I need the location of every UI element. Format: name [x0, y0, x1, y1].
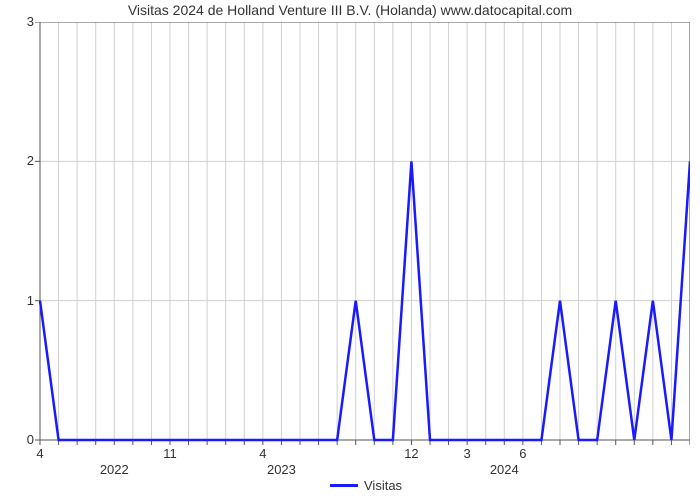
- plot-area: [40, 22, 690, 440]
- x-tick-label: 6: [519, 446, 526, 461]
- y-tick-label: 3: [14, 14, 34, 29]
- x-tick-label: 4: [36, 446, 43, 461]
- chart-title: Visitas 2024 de Holland Venture III B.V.…: [0, 2, 700, 18]
- plot-svg: [34, 22, 690, 446]
- y-tick-label: 0: [14, 432, 34, 447]
- x-tick-label: 4: [259, 446, 266, 461]
- y-tick-label: 2: [14, 153, 34, 168]
- legend: Visitas: [330, 478, 402, 493]
- x-year-label: 2024: [490, 462, 519, 477]
- legend-label: Visitas: [364, 478, 402, 493]
- x-year-label: 2023: [267, 462, 296, 477]
- x-tick-label: 12: [404, 446, 418, 461]
- x-year-label: 2022: [100, 462, 129, 477]
- chart-container: Visitas 2024 de Holland Venture III B.V.…: [0, 0, 700, 500]
- legend-swatch: [330, 484, 358, 487]
- y-tick-label: 1: [14, 293, 34, 308]
- x-tick-label: 3: [464, 446, 471, 461]
- x-tick-label: 11: [163, 446, 177, 461]
